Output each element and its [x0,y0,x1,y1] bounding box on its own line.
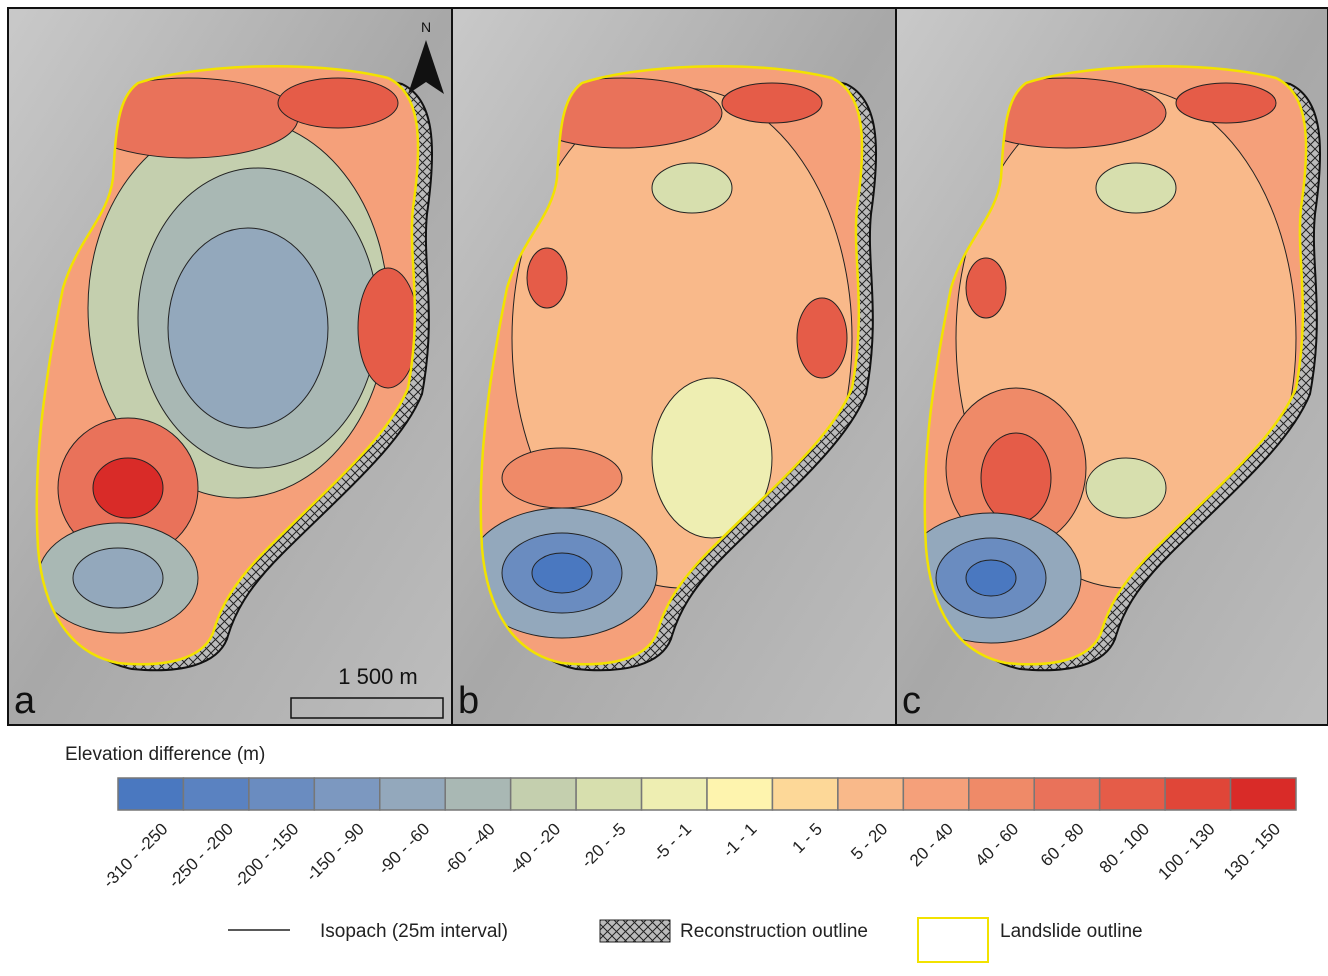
legend-swatch [313,777,381,811]
map-panel: b [451,7,897,726]
legend-class-label: -1 - 1 [719,819,760,860]
contour-zone [651,377,773,539]
scale-bar [290,697,444,719]
landslide-outline [923,64,1308,666]
legend-swatch [248,777,316,811]
map-panel: c [895,7,1328,726]
legend-swatch [837,777,905,811]
contour-zone [796,297,848,379]
legend-swatch [117,777,185,811]
hatch-symbol [599,919,671,943]
legend-class-label: -200 - -150 [230,819,302,891]
contour-zone [721,82,823,124]
contour-zone [277,77,399,129]
panel-label: c [902,680,921,722]
contour-zone [167,227,329,429]
contour-zone [531,552,593,594]
legend-class-label: 60 - 80 [1037,819,1088,870]
legend-class-label: -90 - -60 [374,819,433,878]
north-arrow [408,40,444,94]
legend-item: Reconstruction outline [680,921,868,942]
legend-swatch [509,777,577,811]
outline-symbol [917,917,989,963]
legend-class-label: -40 - -20 [505,819,564,878]
legend-swatch [575,777,643,811]
legend-class-label: 100 - 130 [1154,819,1218,883]
contour-zone [72,547,164,609]
north-label: N [421,19,431,35]
legend-class-label: 80 - 100 [1096,819,1154,877]
legend-class-label: -250 - -200 [165,819,237,891]
legend-swatch [706,777,774,811]
contour-zone [965,559,1017,597]
legend-class-label: -20 - -5 [577,819,629,871]
elevation-surface [480,66,863,665]
legend-swatch [640,777,708,811]
contour-zone [92,457,164,519]
legend-swatch [1164,777,1232,811]
contour-zone [1175,82,1277,124]
scale-label: 1 500 m [338,664,418,689]
contour-zone [965,257,1007,319]
legend-class-label: -5 - -1 [650,819,695,864]
legend-swatch [182,777,250,811]
panel-label: b [458,680,479,722]
contour-zone [501,447,623,509]
legend-swatch [1098,777,1166,811]
legend-swatch [1229,777,1297,811]
legend-class-label: -310 - -250 [99,819,171,891]
legend-swatch [968,777,1035,811]
contour-zone [651,162,733,214]
contour-zone [1095,162,1177,214]
legend-class-label: 5 - 20 [847,819,891,863]
map-panel: a N 1 500 m [7,7,453,726]
contour-zone [526,247,568,309]
legend-class-label: 130 - 150 [1220,819,1284,883]
legend-swatch [771,777,839,811]
legend-class-label: -150 - -90 [302,819,368,885]
legend-class-label: 40 - 60 [971,819,1022,870]
legend-swatch [902,777,970,811]
panel-label: a [14,680,36,722]
legend-swatch [444,777,512,811]
legend-title: Elevation difference (m) [65,744,265,765]
legend-item: Landslide outline [1000,921,1143,942]
legend-class-label: 1 - 5 [788,819,825,856]
legend-class-label: -60 - -40 [440,819,499,878]
legend-item: Isopach (25m interval) [320,921,508,942]
landslide-outline [479,64,864,666]
contour-zone [1085,457,1167,519]
landslide-outline [35,64,420,666]
panel-border [895,7,1328,726]
legend-class-label: 20 - 40 [906,819,957,870]
contour-zone [357,267,419,389]
legend-swatch [1033,777,1101,811]
legend-swatch [379,777,446,811]
contour-zone [980,432,1052,524]
